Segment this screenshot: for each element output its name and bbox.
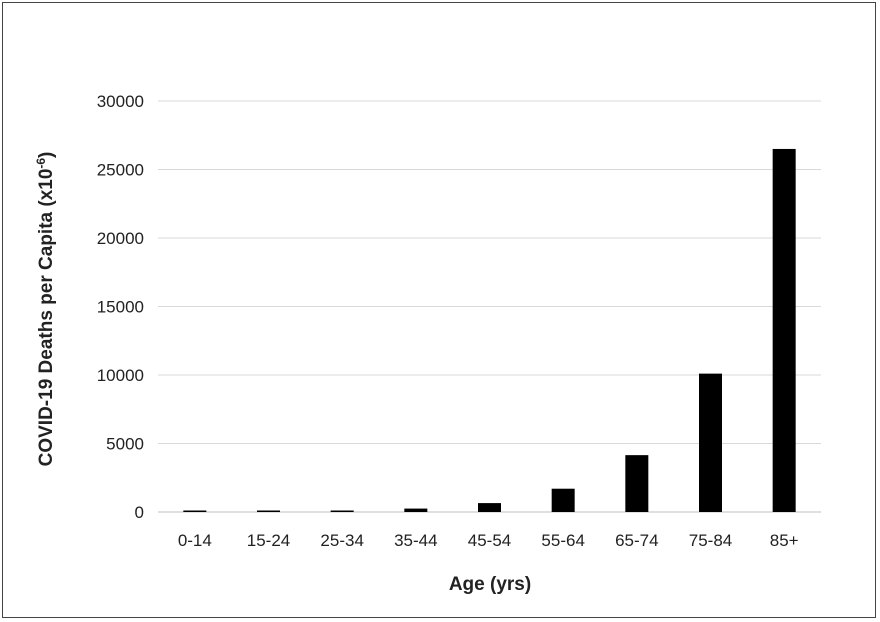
bar-35-44 [404,508,428,512]
bar-65-74 [625,455,649,512]
bar-0-14 [183,510,207,512]
x-tick-label: 65-74 [615,531,658,550]
y-tick-label: 30000 [97,92,144,111]
y-tick-label: 0 [135,503,144,522]
x-tick-label: 0-14 [178,531,212,550]
x-tick-label: 15-24 [247,531,290,550]
y-tick-label: 20000 [97,229,144,248]
x-tick-label: 45-54 [468,531,511,550]
y-tick-label: 25000 [97,161,144,180]
x-tick-label: 35-44 [394,531,437,550]
y-tick-label: 5000 [106,435,144,454]
bar-85+ [772,148,796,512]
y-tick-label: 10000 [97,366,144,385]
y-tick-labels: 0 5000 10000 15000 20000 25000 30000 [97,92,144,522]
x-tick-label: 25-34 [320,531,363,550]
x-tick-label: 85+ [770,531,799,550]
x-tick-labels: 0-14 15-24 25-34 35-44 45-54 55-64 65-74 75-84 8… [178,531,799,550]
x-axis-title: Age (yrs) [449,574,531,595]
bar-25-34 [330,510,354,512]
y-axis-title-superscript: -6 [34,158,48,169]
y-tick-label: 15000 [97,298,144,317]
y-axis-title-close: ) [36,152,57,158]
bars [183,148,796,512]
bar-45-54 [478,503,501,512]
y-axis-title-main: COVID-19 Deaths per Capita (x10 [36,169,57,467]
y-axis-title: COVID-19 Deaths per Capita (x10-6) [34,152,57,467]
x-tick-label: 75-84 [689,531,732,550]
bar-15-24 [257,510,280,512]
x-tick-label: 55-64 [541,531,584,550]
bar-55-64 [551,488,575,512]
bar-75-84 [699,373,722,512]
